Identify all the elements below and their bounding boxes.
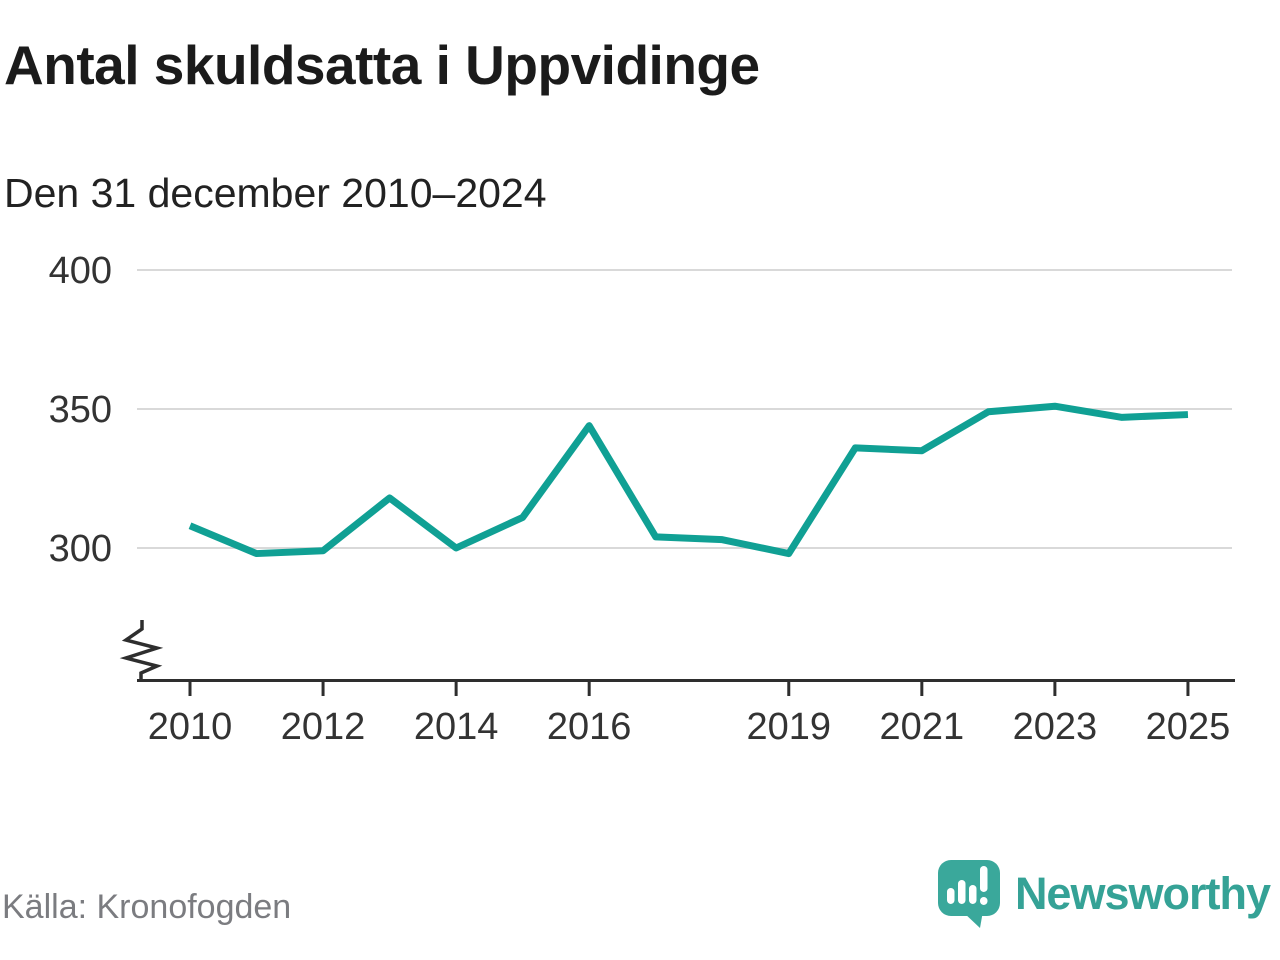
x-tick-label: 2021 [880,706,965,748]
source-label: Källa: Kronofogden [2,888,292,926]
x-tick-label: 2016 [547,706,632,748]
x-tick-label: 2023 [1013,706,1098,748]
x-axis: 2010 2012 2014 2016 2019 2021 2023 2025 [137,679,1235,748]
x-tick-label: 2014 [414,706,499,748]
newsworthy-logo-icon [937,860,1000,928]
y-tick-label: 350 [49,389,112,431]
x-tick-label: 2025 [1146,706,1231,748]
x-tick-label: 2012 [281,706,366,748]
y-tick-label: 300 [49,528,112,570]
x-tick-label: 2019 [746,706,831,748]
data-series [188,402,1189,558]
chart-title: Antal skuldsatta i Uppvidinge [4,34,760,96]
y-tick-label: 400 [49,250,112,292]
x-tick-label: 2010 [148,706,233,748]
brand-name: Newsworthy [1014,868,1271,919]
brand-lockup: Newsworthy [937,858,1271,930]
gridlines: 300 350 400 [49,250,1232,570]
chart-subtitle: Den 31 december 2010–2024 [4,170,547,216]
data-line [188,402,1189,558]
y-axis-break-icon [119,620,164,681]
